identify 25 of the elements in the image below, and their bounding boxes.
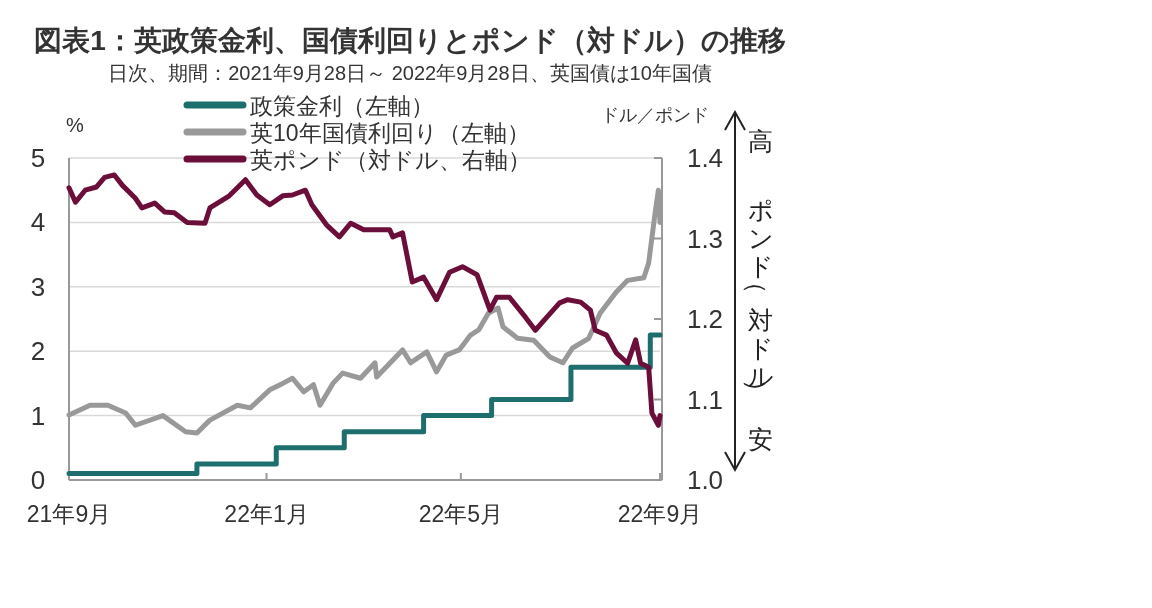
- y2-tick-label: 1.1: [686, 384, 724, 415]
- y-tick-label: 3: [30, 271, 46, 302]
- y2-axis-title: ドル／ポンド: [601, 105, 709, 125]
- text: 安: [747, 425, 773, 453]
- y-tick-label: 2: [30, 336, 46, 367]
- x-tick-label: 21年9月: [26, 501, 112, 527]
- y-tick-label: 4: [30, 207, 46, 238]
- chart-subtitle: 日次、期間：2021年9月28日～ 2022年9月28日、英国債は10年国債: [108, 62, 712, 84]
- legend-label: 英10年国債利回り（左軸）: [250, 120, 530, 146]
- legend-label: 英ポンド（対ドル、右軸）: [250, 147, 531, 173]
- chart-title: 図表1：英政策金利、国債利回りとポンド（対ドル）の推移: [34, 25, 786, 56]
- text: 高: [747, 127, 773, 155]
- y-tick-label: 0: [30, 465, 46, 495]
- y2-tick-label: 1.0: [686, 465, 724, 495]
- x-tick-label: 22年1月: [224, 501, 309, 527]
- y2-tick-label: 1.4: [686, 143, 724, 173]
- x-tick-label: 22年5月: [418, 501, 504, 527]
- y-tick-label: 1: [30, 400, 46, 431]
- text: ポンド（対ドル）: [743, 196, 774, 404]
- y2-tick-label: 1.3: [686, 223, 724, 254]
- y2-tick-label: 1.2: [686, 304, 724, 334]
- y-axis-title: %: [66, 114, 85, 136]
- x-tick-label: 22年9月: [617, 501, 703, 527]
- legend-label: 政策金利（左軸）: [250, 93, 434, 119]
- y-tick-label: 5: [30, 143, 46, 173]
